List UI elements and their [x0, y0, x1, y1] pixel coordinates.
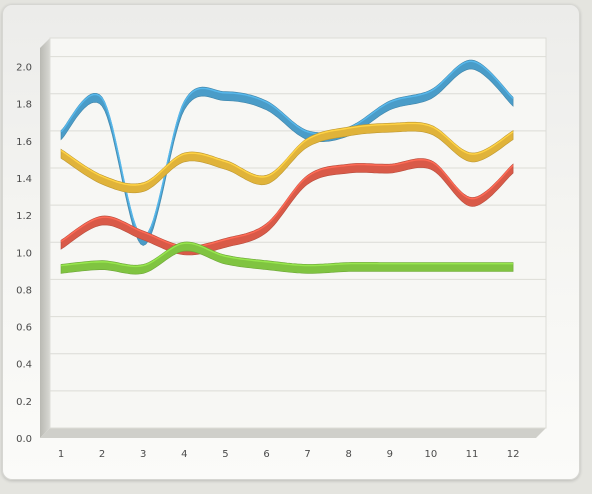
y-tick-label: 0.8	[16, 285, 32, 296]
x-tick-label: 4	[181, 449, 187, 460]
x-tick-label: 9	[387, 449, 393, 460]
series-2	[58, 121, 516, 194]
data-point	[346, 166, 352, 172]
x-tick-label: 1	[58, 449, 64, 460]
x-tick-label: 8	[346, 449, 352, 460]
y-tick-label: 0.0	[16, 434, 32, 445]
data-point	[99, 177, 105, 183]
data-point	[222, 93, 228, 99]
data-point	[58, 266, 64, 272]
data-point	[387, 264, 393, 270]
x-tick-label: 5	[222, 449, 228, 460]
y-tick-label: 0.6	[16, 323, 32, 334]
data-point	[346, 264, 352, 270]
y-tick-label: 0.4	[16, 360, 32, 371]
series-ribbon	[60, 121, 514, 194]
data-point	[140, 266, 146, 272]
data-point	[222, 240, 228, 246]
data-point	[510, 166, 516, 172]
data-point	[99, 262, 105, 268]
data-point	[264, 102, 270, 108]
x-tick-label: 11	[466, 449, 479, 460]
data-point	[99, 99, 105, 105]
y-tick-label: 1.0	[16, 248, 32, 259]
data-point	[387, 166, 393, 172]
data-point	[428, 91, 434, 97]
x-tick-label: 7	[304, 449, 310, 460]
series-layer	[58, 59, 516, 275]
data-point	[346, 128, 352, 134]
y-tick-label: 2.0	[16, 63, 32, 74]
chart-left-wall	[40, 38, 50, 438]
data-point	[387, 125, 393, 131]
data-point	[469, 154, 475, 160]
chart-floor	[40, 428, 546, 438]
data-point	[428, 127, 434, 133]
data-point	[222, 257, 228, 263]
y-tick-label: 0.2	[16, 397, 32, 408]
data-point	[305, 140, 311, 146]
plot-area	[49, 37, 547, 429]
data-point	[469, 62, 475, 68]
data-point	[58, 151, 64, 157]
data-point	[469, 199, 475, 205]
data-point	[510, 264, 516, 270]
data-point	[428, 162, 434, 168]
data-point	[140, 184, 146, 190]
x-tick-label: 3	[140, 449, 146, 460]
y-tick-label: 1.4	[16, 174, 32, 185]
data-point	[387, 102, 393, 108]
y-axis-ticks: 0.0 0.2 0.4 0.6 0.8 1.0 1.2 1.4 1.6 1.8 2.0	[16, 63, 32, 445]
x-tick-label: 10	[425, 449, 438, 460]
y-tick-label: 1.8	[16, 100, 32, 111]
data-point	[58, 242, 64, 248]
data-point	[469, 264, 475, 270]
x-axis-ticks: 1 2 3 4 5 6 7 8 9 10 11 12	[58, 449, 520, 460]
data-point	[510, 132, 516, 138]
data-point	[181, 154, 187, 160]
x-tick-label: 6	[263, 449, 269, 460]
data-point	[181, 102, 187, 108]
data-point	[58, 132, 64, 138]
series-ribbon	[60, 59, 514, 246]
series-4	[58, 241, 516, 275]
data-point	[264, 262, 270, 268]
data-point	[181, 244, 187, 250]
data-point	[428, 264, 434, 270]
y-tick-label: 1.6	[16, 137, 32, 148]
data-point	[222, 162, 228, 168]
data-point	[305, 266, 311, 272]
y-tick-label: 1.2	[16, 211, 32, 222]
data-point	[305, 177, 311, 183]
data-point	[264, 177, 270, 183]
x-tick-label: 2	[99, 449, 105, 460]
data-point	[99, 218, 105, 224]
series-highlight	[60, 122, 514, 186]
series-highlight	[60, 242, 514, 268]
series-ribbon	[60, 241, 514, 275]
data-point	[140, 232, 146, 238]
grid-lines	[50, 56, 546, 392]
data-point	[264, 225, 270, 231]
data-point	[510, 99, 516, 105]
series-highlight	[60, 158, 514, 248]
x-tick-label: 12	[507, 449, 520, 460]
